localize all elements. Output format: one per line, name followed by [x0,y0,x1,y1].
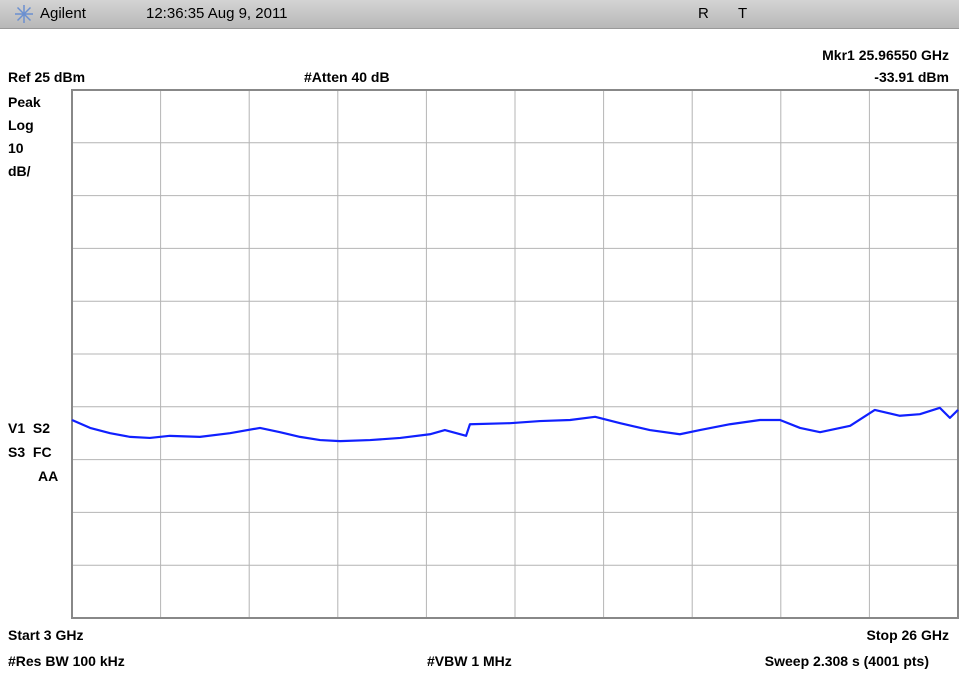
logo [15,5,33,23]
trace [71,406,959,443]
flag: R [698,5,709,22]
start-frequency: Start 3 GHz [8,627,84,643]
stop-frequency: Stop 26 GHz [866,627,949,643]
plot-frame [71,89,959,619]
scale-unit: dB/ [8,163,31,179]
status: V1 S2 [8,420,51,436]
flag: T [738,5,748,22]
resolution-bandwidth: #Res BW 100 kHz [8,653,125,669]
title-bar: Agilent 12:36:35 Aug 9, 2011 R T [0,0,959,29]
marker-amplitude: -33.91 dBm [874,69,949,85]
attenuation: #Atten 40 dB [304,69,390,85]
sweep: Sweep 2.308 s (4001 pts) [764,653,929,669]
timestamp: 12:36:35 Aug 9, 2011 [146,5,288,22]
scale-value: 10 [8,140,24,156]
reference-level: Ref 25 dBm [8,69,86,85]
scale-type: Log [8,117,34,133]
marker-frequency: Mkr1 25.96550 GHz [822,47,949,63]
detector: Peak [8,94,41,110]
status: S3 FC [8,444,52,460]
brand: Agilent [40,5,86,22]
status: AA [38,468,59,484]
video-bandwidth: #VBW 1 MHz [427,653,512,669]
